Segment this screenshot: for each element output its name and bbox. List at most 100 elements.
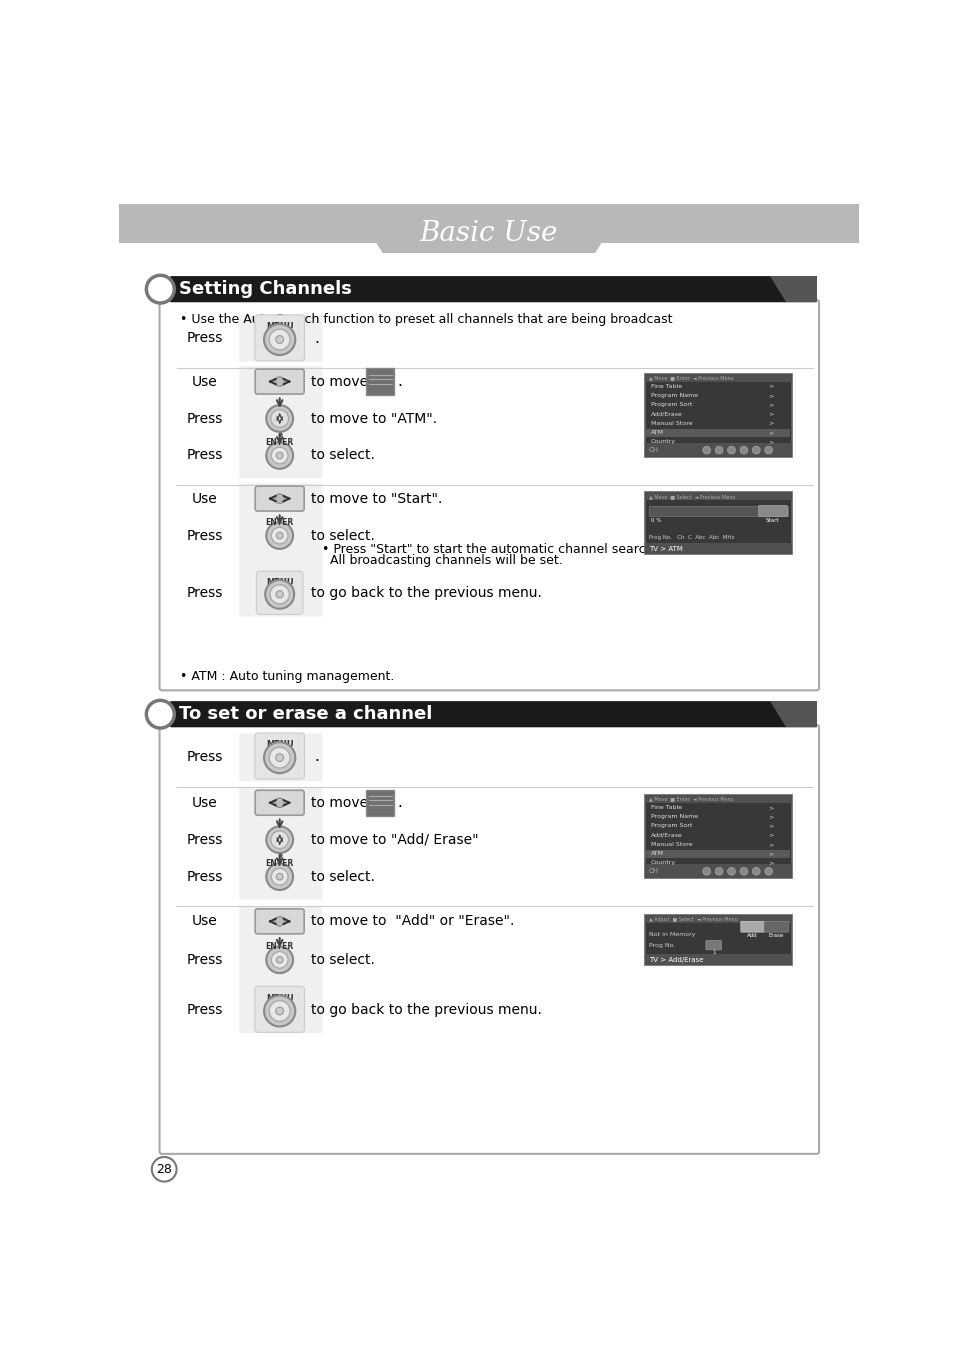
Text: Add: Add [746, 934, 757, 939]
Circle shape [702, 867, 710, 875]
Text: >: > [768, 805, 773, 809]
FancyBboxPatch shape [159, 725, 819, 1154]
FancyBboxPatch shape [256, 571, 303, 615]
Text: Country: Country [650, 861, 676, 866]
Text: Prog No.: Prog No. [648, 943, 674, 948]
Text: ENTER: ENTER [265, 942, 294, 951]
FancyBboxPatch shape [239, 734, 322, 781]
FancyBboxPatch shape [254, 486, 304, 511]
FancyBboxPatch shape [239, 366, 322, 478]
Circle shape [271, 447, 288, 463]
Circle shape [269, 747, 290, 767]
Circle shape [265, 580, 294, 609]
FancyBboxPatch shape [254, 315, 304, 361]
Text: ▲ Move  ■ Enter  ◄ Previous Menu: ▲ Move ■ Enter ◄ Previous Menu [648, 376, 733, 380]
Text: .: . [397, 796, 402, 811]
Circle shape [702, 446, 710, 454]
Text: Use: Use [192, 796, 217, 809]
Text: >: > [768, 430, 773, 435]
FancyBboxPatch shape [740, 921, 763, 932]
FancyBboxPatch shape [239, 788, 322, 900]
FancyBboxPatch shape [763, 921, 788, 932]
Text: ▲ Adjust  ■ Select  ◄ Previous Menu: ▲ Adjust ■ Select ◄ Previous Menu [648, 916, 737, 921]
FancyBboxPatch shape [648, 507, 787, 516]
FancyBboxPatch shape [239, 907, 322, 1034]
FancyBboxPatch shape [644, 954, 791, 965]
Text: to select.: to select. [311, 952, 375, 967]
FancyBboxPatch shape [644, 374, 791, 457]
FancyBboxPatch shape [254, 369, 304, 394]
Text: Fine Table: Fine Table [650, 384, 681, 389]
Text: Not in Memory: Not in Memory [648, 932, 695, 938]
Polygon shape [119, 162, 858, 204]
Text: Add/Erase: Add/Erase [650, 412, 682, 416]
Circle shape [276, 532, 283, 539]
Text: ENTER: ENTER [265, 517, 294, 527]
FancyBboxPatch shape [254, 909, 304, 934]
FancyBboxPatch shape [239, 315, 322, 362]
Text: >: > [768, 384, 773, 389]
Circle shape [271, 951, 288, 969]
Text: to move to "Start".: to move to "Start". [311, 492, 441, 505]
Text: To set or erase a channel: To set or erase a channel [179, 705, 432, 723]
Text: MENU: MENU [266, 322, 294, 331]
FancyBboxPatch shape [366, 790, 394, 816]
FancyBboxPatch shape [758, 505, 786, 516]
Circle shape [276, 453, 283, 459]
Text: >: > [768, 412, 773, 416]
Text: >: > [768, 861, 773, 866]
Text: Erase: Erase [768, 934, 783, 939]
Text: ▲ Move  ■ Select  ◄ Previous Menu: ▲ Move ■ Select ◄ Previous Menu [648, 494, 735, 499]
Text: Program Name: Program Name [650, 815, 698, 819]
FancyBboxPatch shape [644, 794, 791, 802]
Circle shape [269, 1001, 290, 1021]
Text: Press: Press [186, 412, 222, 426]
Circle shape [269, 330, 290, 350]
Text: CH: CH [648, 869, 658, 874]
Text: • Press "Start" to start the automatic channel search/set function.: • Press "Start" to start the automatic c… [322, 543, 736, 555]
Text: Press: Press [186, 832, 222, 847]
Polygon shape [769, 701, 816, 727]
Circle shape [274, 798, 284, 808]
Text: Manual Store: Manual Store [650, 420, 692, 426]
Polygon shape [119, 204, 858, 243]
Circle shape [266, 405, 293, 432]
Text: Press: Press [186, 449, 222, 462]
Text: Program Sort: Program Sort [650, 403, 692, 407]
FancyBboxPatch shape [254, 986, 304, 1032]
Text: Press: Press [186, 952, 222, 967]
Text: ATM: ATM [650, 851, 663, 857]
Text: MENU: MENU [266, 578, 294, 586]
Text: Program Name: Program Name [650, 393, 698, 399]
Circle shape [146, 700, 174, 728]
Circle shape [276, 873, 283, 880]
FancyBboxPatch shape [644, 493, 791, 500]
Text: to go back to the previous menu.: to go back to the previous menu. [311, 586, 541, 600]
Text: Use: Use [192, 492, 217, 505]
Text: • ATM : Auto tuning management.: • ATM : Auto tuning management. [179, 670, 394, 684]
Text: .: . [397, 374, 402, 389]
Circle shape [271, 409, 289, 427]
Text: .: . [314, 748, 319, 765]
Text: MENU: MENU [266, 993, 294, 1002]
FancyBboxPatch shape [644, 915, 791, 965]
Text: >: > [768, 403, 773, 407]
Text: Press: Press [186, 331, 222, 346]
FancyBboxPatch shape [644, 543, 791, 554]
FancyBboxPatch shape [254, 790, 304, 815]
Text: to select.: to select. [311, 449, 375, 462]
Text: Country: Country [650, 439, 676, 444]
Circle shape [274, 377, 284, 386]
Circle shape [266, 863, 293, 890]
FancyBboxPatch shape [159, 300, 819, 690]
Text: >: > [768, 393, 773, 399]
Circle shape [752, 867, 760, 875]
Circle shape [264, 996, 295, 1027]
FancyBboxPatch shape [644, 915, 791, 923]
Circle shape [271, 869, 288, 885]
Text: to move to "ATM".: to move to "ATM". [311, 412, 436, 426]
Text: to go back to the previous menu.: to go back to the previous menu. [311, 1002, 541, 1017]
Text: ENTER: ENTER [265, 438, 294, 447]
Text: Manual Store: Manual Store [650, 842, 692, 847]
FancyBboxPatch shape [644, 794, 791, 878]
